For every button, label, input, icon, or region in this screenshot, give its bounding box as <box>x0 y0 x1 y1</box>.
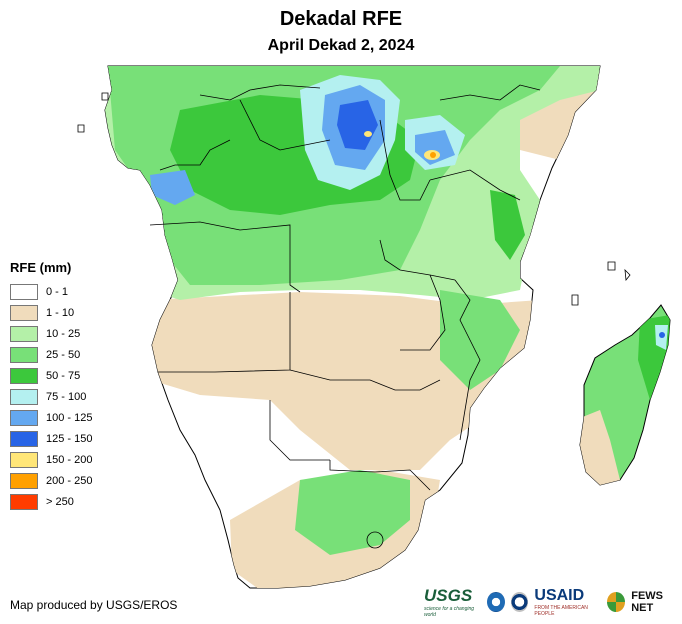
usaid-seal-icon <box>510 592 529 612</box>
legend-label: 1 - 10 <box>46 306 75 319</box>
legend-item: 50 - 75 <box>10 365 92 386</box>
legend-item: 25 - 50 <box>10 344 92 365</box>
legend-swatch <box>10 325 38 342</box>
legend-swatch <box>10 493 38 510</box>
legend-item: 150 - 200 <box>10 449 92 470</box>
zone-200-250 <box>430 152 436 158</box>
legend-label: 10 - 25 <box>46 327 81 340</box>
usaid-logo: USAID FROM THE AMERICAN PEOPLE <box>534 587 601 617</box>
legend-item: 75 - 100 <box>10 386 92 407</box>
legend-label: 125 - 150 <box>46 432 93 445</box>
legend-item: 10 - 25 <box>10 323 92 344</box>
zone-25-50-south <box>295 470 410 555</box>
zone-50-75-coast <box>490 190 525 260</box>
legend-label: > 250 <box>46 495 74 508</box>
usgs-tagline: science for a changing world <box>424 606 475 618</box>
legend-item: 0 - 1 <box>10 281 92 302</box>
legend: RFE (mm) 0 - 1 1 - 10 10 - 25 25 - 50 50 - 7… <box>10 260 92 512</box>
legend-swatch <box>10 346 38 363</box>
noaa-icon <box>486 592 505 612</box>
legend-swatch <box>10 409 38 426</box>
legend-label: 150 - 200 <box>46 453 93 466</box>
map-subtitle: April Dekad 2, 2024 <box>267 37 415 54</box>
islands <box>77 92 631 306</box>
legend-swatch <box>10 388 38 405</box>
legend-label: 25 - 50 <box>46 348 81 361</box>
country-borders <box>149 84 541 549</box>
usgs-logo: USGS science for a changing world <box>424 586 481 618</box>
legend-label: 100 - 125 <box>46 411 93 424</box>
legend-swatch <box>10 472 38 489</box>
legend-title: RFE (mm) <box>10 260 72 275</box>
legend-label: 50 - 75 <box>46 369 81 382</box>
legend-item: 200 - 250 <box>10 470 92 491</box>
legend-item: 125 - 150 <box>10 428 92 449</box>
legend-label: 200 - 250 <box>46 474 93 487</box>
fews-net-logo: FEWS NET <box>631 590 663 614</box>
usgs-logo-text: USGS <box>424 586 473 605</box>
legend-item: 1 - 10 <box>10 302 92 323</box>
legend-swatch <box>10 367 38 384</box>
usaid-logo-text: USAID <box>534 587 585 604</box>
zone-150-200-b <box>364 131 372 137</box>
zone-25-50-east <box>440 290 520 390</box>
credit-text: Map produced by USGS/EROS <box>10 598 178 612</box>
legend-label: 0 - 1 <box>46 285 69 298</box>
zone-100-125-west <box>150 170 195 205</box>
usaid-tagline: FROM THE AMERICAN PEOPLE <box>534 605 588 617</box>
legend-swatch <box>10 304 38 321</box>
legend-swatch <box>10 283 38 300</box>
logo-bar: USGS science for a changing world USAID … <box>424 586 682 618</box>
rainfall-zones <box>105 66 600 588</box>
legend-swatch <box>10 430 38 447</box>
legend-item: 100 - 125 <box>10 407 92 428</box>
legend-item: > 250 <box>10 491 92 512</box>
legend-swatch <box>10 451 38 468</box>
madagascar <box>579 304 671 486</box>
map-title: Dekadal RFE <box>279 8 403 30</box>
fews-net-icon <box>607 592 626 612</box>
zone-125-150 <box>337 100 378 150</box>
legend-label: 75 - 100 <box>46 390 87 403</box>
